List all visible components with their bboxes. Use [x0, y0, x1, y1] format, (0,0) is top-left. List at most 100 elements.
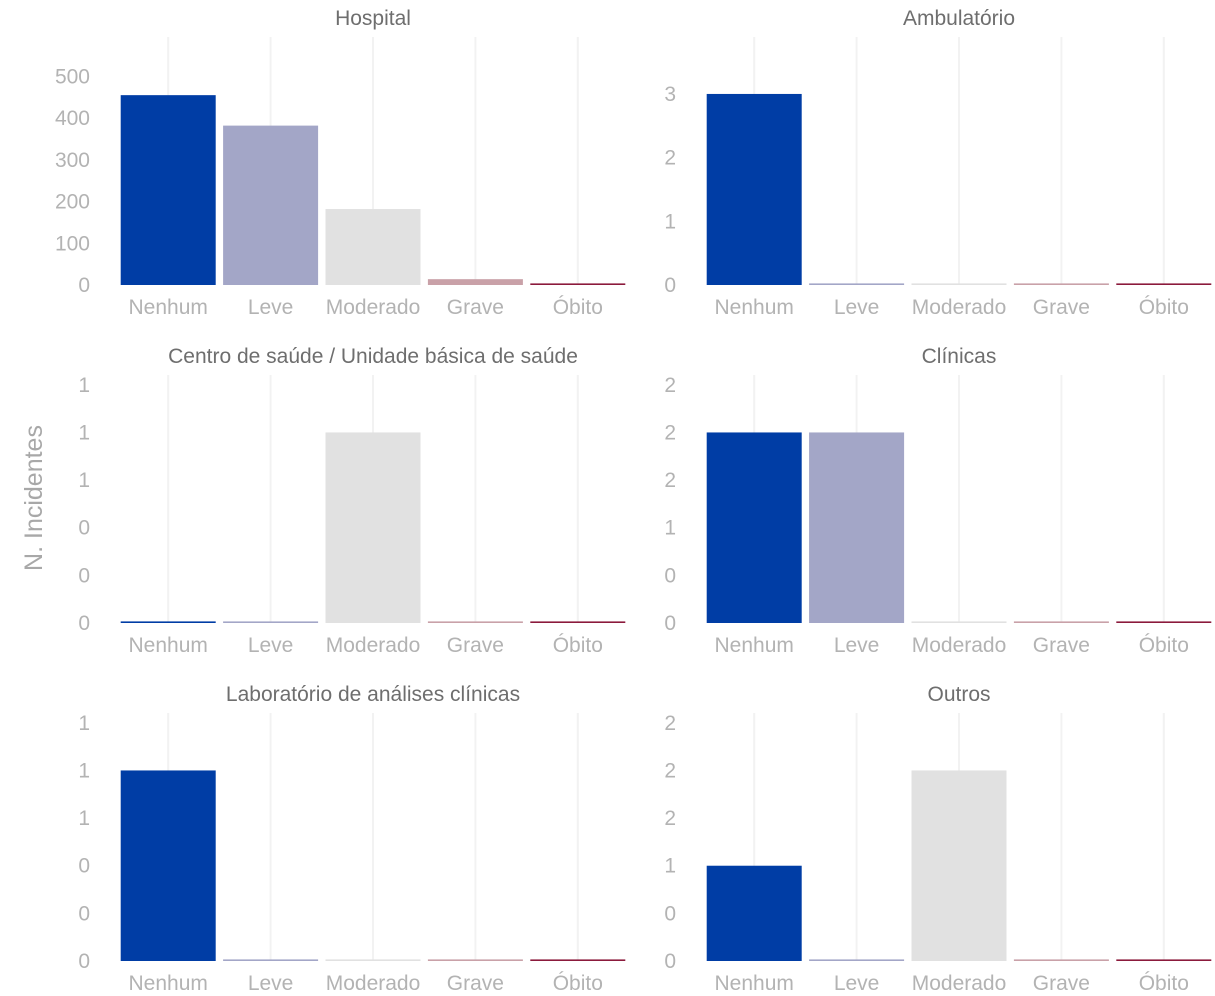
y-tick-label: 0	[78, 855, 90, 878]
y-tick-label: 0	[78, 564, 90, 587]
bar	[120, 621, 216, 623]
panel: Ambulatório 0 1 2 3 Nenhum Leve Moderado Grave Ób…	[664, 7, 1212, 319]
y-tick-label: 2	[664, 807, 676, 830]
bar	[809, 432, 905, 623]
y-tick-label: 1	[78, 374, 90, 397]
bar	[530, 959, 626, 961]
y-tick-label: 0	[78, 902, 90, 925]
x-tick-label: Grave	[447, 296, 504, 319]
bar	[1116, 959, 1212, 961]
y-tick-label: 0	[664, 564, 676, 587]
y-tick-label: 0	[78, 950, 90, 973]
x-tick-label: Moderado	[326, 972, 421, 995]
y-tick-label: 400	[55, 107, 90, 130]
bar	[427, 959, 523, 961]
bar	[427, 279, 523, 285]
bar	[1116, 283, 1212, 285]
y-axis-title: N. Incidentes	[20, 425, 48, 571]
bar	[223, 125, 319, 285]
y-tick-label: 1	[664, 855, 676, 878]
x-tick-label: Óbito	[553, 634, 603, 657]
bar	[120, 770, 216, 961]
panel-title: Centro de saúde / Unidade básica de saúd…	[168, 345, 578, 368]
bar	[120, 95, 216, 285]
bar	[1013, 959, 1109, 961]
x-tick-label: Grave	[1033, 972, 1090, 995]
x-tick-label: Grave	[447, 634, 504, 657]
bar	[911, 283, 1007, 285]
y-tick-label: 2	[664, 421, 676, 444]
panel: Laboratório de análises clínicas 0 0 0 1 1 1 Ne…	[78, 683, 626, 995]
y-tick-label: 1	[78, 469, 90, 492]
bar	[809, 283, 905, 285]
bar	[706, 93, 802, 286]
bar	[706, 865, 802, 961]
bar	[530, 283, 626, 285]
x-tick-label: Moderado	[912, 634, 1007, 657]
y-tick-label: 2	[664, 469, 676, 492]
y-tick-label: 2	[664, 759, 676, 782]
x-tick-label: Nenhum	[129, 972, 208, 995]
bar	[325, 959, 421, 961]
panel: Centro de saúde / Unidade básica de saúd…	[78, 345, 626, 657]
x-tick-label: Óbito	[553, 972, 603, 995]
y-tick-label: 100	[55, 232, 90, 255]
panel-title: Ambulatório	[903, 7, 1015, 30]
x-tick-label: Nenhum	[715, 296, 794, 319]
panel-title: Hospital	[335, 7, 411, 30]
y-tick-label: 1	[78, 421, 90, 444]
x-tick-label: Leve	[248, 634, 294, 657]
panel: Outros 0 0 1 2 2 2 Nenhum Leve Moderado Grave Óbito	[664, 683, 1212, 995]
x-tick-label: Óbito	[1139, 972, 1189, 995]
bar	[911, 621, 1007, 623]
x-tick-label: Moderado	[326, 634, 421, 657]
x-tick-label: Moderado	[912, 296, 1007, 319]
y-tick-label: 1	[78, 759, 90, 782]
y-tick-label: 0	[78, 612, 90, 635]
bar	[1013, 621, 1109, 623]
bar	[223, 621, 319, 623]
panel-title: Outros	[927, 683, 990, 706]
y-tick-label: 0	[664, 612, 676, 635]
y-tick-label: 0	[78, 274, 90, 297]
y-tick-label: 0	[664, 274, 676, 297]
y-tick-label: 1	[664, 517, 676, 540]
y-tick-label: 0	[664, 950, 676, 973]
x-tick-label: Nenhum	[129, 634, 208, 657]
bar	[809, 959, 905, 961]
x-tick-label: Leve	[834, 296, 880, 319]
y-tick-label: 1	[78, 807, 90, 830]
y-tick-label: 500	[55, 65, 90, 88]
bar	[911, 770, 1007, 961]
y-tick-label: 2	[664, 147, 676, 170]
x-tick-label: Óbito	[553, 296, 603, 319]
bar	[427, 621, 523, 623]
bar	[325, 432, 421, 623]
bar	[530, 621, 626, 623]
x-tick-label: Grave	[1033, 296, 1090, 319]
x-tick-label: Óbito	[1139, 634, 1189, 657]
y-tick-label: 0	[78, 517, 90, 540]
y-tick-label: 3	[664, 83, 676, 106]
x-tick-label: Leve	[834, 972, 880, 995]
x-tick-label: Moderado	[912, 972, 1007, 995]
bar	[1013, 283, 1109, 285]
x-tick-label: Leve	[248, 296, 294, 319]
panel-title: Clínicas	[922, 345, 997, 368]
x-tick-label: Nenhum	[715, 972, 794, 995]
x-tick-label: Grave	[1033, 634, 1090, 657]
bar	[706, 432, 802, 623]
x-tick-label: Óbito	[1139, 296, 1189, 319]
panel: Hospital 0 100 200 300 400 500 Nenhum Leve Modera…	[55, 7, 626, 319]
x-tick-label: Moderado	[326, 296, 421, 319]
x-tick-label: Nenhum	[129, 296, 208, 319]
y-tick-label: 200	[55, 191, 90, 214]
y-tick-label: 1	[78, 712, 90, 735]
bar	[1116, 621, 1212, 623]
y-tick-label: 0	[664, 902, 676, 925]
bar	[325, 209, 421, 285]
y-tick-label: 2	[664, 712, 676, 735]
x-tick-label: Grave	[447, 972, 504, 995]
bar	[223, 959, 319, 961]
